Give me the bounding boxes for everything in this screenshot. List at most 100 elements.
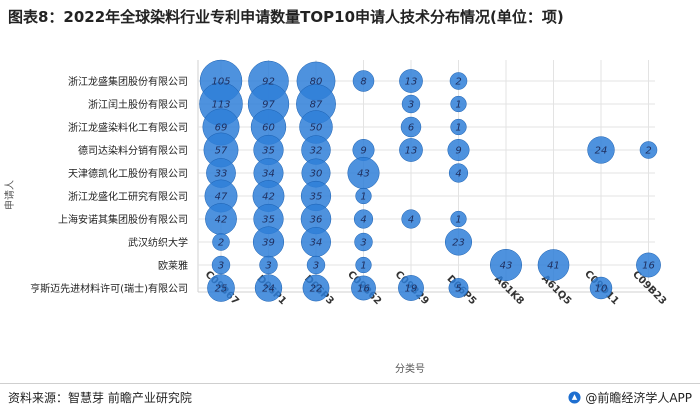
data-bubble — [589, 276, 613, 300]
data-bubble — [401, 94, 421, 114]
data-bubble — [448, 278, 469, 298]
data-label: 4 — [408, 215, 414, 226]
y-axis-title: 申请人 — [3, 180, 16, 210]
bubble-chart: 浙江龙盛集团股份有限公司浙江闰土股份有限公司浙江龙盛染料化工有限公司德司达染料分… — [3, 59, 668, 375]
data-label: 1 — [360, 261, 366, 272]
y-axis-labels: 浙江龙盛集团股份有限公司浙江闰土股份有限公司浙江龙盛染料化工有限公司德司达染料分… — [30, 75, 188, 295]
bubble-layer — [199, 59, 661, 302]
data-bubble — [399, 138, 423, 162]
data-label: 24 — [262, 284, 275, 295]
data-label: 3 — [218, 261, 224, 272]
data-bubble — [254, 274, 283, 302]
data-label: 2 — [218, 238, 224, 249]
data-label: 13 — [405, 146, 418, 157]
data-bubble — [450, 210, 467, 228]
data-label: 35 — [310, 192, 323, 203]
data-label: 50 — [310, 123, 323, 134]
data-label: 3 — [313, 261, 319, 272]
x-axis-title: 分类号 — [395, 362, 425, 375]
data-label: 60 — [262, 123, 275, 134]
data-bubble — [447, 139, 470, 161]
data-bubble — [639, 141, 658, 159]
data-bubble — [490, 249, 522, 281]
data-bubble — [537, 249, 570, 281]
data-bubble — [351, 275, 376, 301]
data-label: 16 — [642, 261, 655, 272]
data-label: 105 — [211, 77, 230, 88]
data-bubble — [207, 274, 235, 302]
footer-brand-text: @前瞻经济学人APP — [585, 391, 692, 405]
y-tick-label: 浙江龙盛化工研究有限公司 — [68, 190, 188, 203]
data-bubble — [587, 136, 615, 164]
data-bubble — [444, 228, 473, 256]
data-bubble — [302, 274, 330, 302]
data-label: 42 — [262, 192, 275, 203]
y-tick-label: 德司达染料分销有限公司 — [78, 144, 188, 157]
data-label: 47 — [215, 192, 228, 203]
y-tick-label: 亨斯迈先进材料许可(瑞士)有限公司 — [30, 282, 188, 295]
data-label: 69 — [215, 123, 228, 134]
data-label: 41 — [547, 261, 560, 272]
data-label: 2 — [455, 77, 461, 88]
data-label: 10 — [595, 284, 608, 295]
data-label: 36 — [310, 215, 323, 226]
data-label: 97 — [262, 100, 275, 111]
data-label: 9 — [360, 146, 366, 157]
data-bubble — [450, 95, 467, 113]
y-tick-label: 浙江龙盛染料化工有限公司 — [68, 121, 188, 134]
data-bubble — [355, 256, 372, 274]
y-tick-label: 浙江闰土股份有限公司 — [88, 98, 188, 111]
y-tick-label: 上海安诺其集团股份有限公司 — [58, 213, 188, 226]
data-bubble — [399, 69, 423, 93]
data-label: 33 — [215, 169, 228, 180]
data-bubble — [259, 255, 278, 275]
data-label: 16 — [357, 284, 370, 295]
data-label: 1 — [455, 123, 461, 134]
data-label: 43 — [357, 169, 370, 180]
data-bubble — [353, 209, 374, 229]
y-tick-label: 武汉纺织大学 — [128, 236, 188, 249]
data-label: 1 — [455, 215, 461, 226]
data-label: 30 — [310, 169, 323, 180]
data-bubble — [398, 275, 424, 301]
data-label: 42 — [215, 215, 228, 226]
data-label: 24 — [595, 146, 608, 157]
data-bubble — [450, 118, 467, 136]
footer-divider — [0, 383, 700, 384]
data-bubble — [306, 255, 326, 275]
data-label: 113 — [211, 100, 230, 111]
data-label: 23 — [452, 238, 465, 249]
data-label: 1 — [360, 192, 366, 203]
data-bubble — [352, 70, 375, 92]
data-label: 35 — [262, 146, 275, 157]
data-label: 3 — [408, 100, 414, 111]
data-label: 5 — [455, 284, 461, 295]
data-label: 35 — [262, 215, 275, 226]
data-label: 34 — [310, 238, 323, 249]
data-bubble — [401, 209, 421, 229]
data-label: 92 — [262, 77, 275, 88]
data-bubble — [400, 116, 422, 138]
data-bubble — [355, 187, 372, 205]
data-label: 2 — [645, 146, 651, 157]
data-label: 4 — [455, 169, 461, 180]
data-label: 39 — [262, 238, 275, 249]
data-label: 6 — [408, 123, 414, 134]
y-tick-label: 天津德凯化工股份有限公司 — [68, 167, 188, 180]
data-label: 43 — [500, 261, 513, 272]
chart-title: 图表8：2022年全球染料行业专利申请数量TOP10申请人技术分布情况(单位：项… — [8, 8, 564, 26]
data-label: 34 — [262, 169, 275, 180]
data-bubble — [211, 255, 231, 275]
data-label: 3 — [265, 261, 271, 272]
data-label: 25 — [215, 284, 228, 295]
data-bubble — [212, 233, 230, 251]
footer-brand: @前瞻经济学人APP — [568, 389, 692, 406]
data-bubble — [636, 252, 661, 278]
data-label: 80 — [310, 77, 323, 88]
data-label: 57 — [215, 146, 228, 157]
y-tick-label: 浙江龙盛集团股份有限公司 — [68, 75, 188, 88]
data-label: 22 — [310, 284, 323, 295]
data-label: 32 — [310, 146, 323, 157]
data-label: 8 — [360, 77, 366, 88]
